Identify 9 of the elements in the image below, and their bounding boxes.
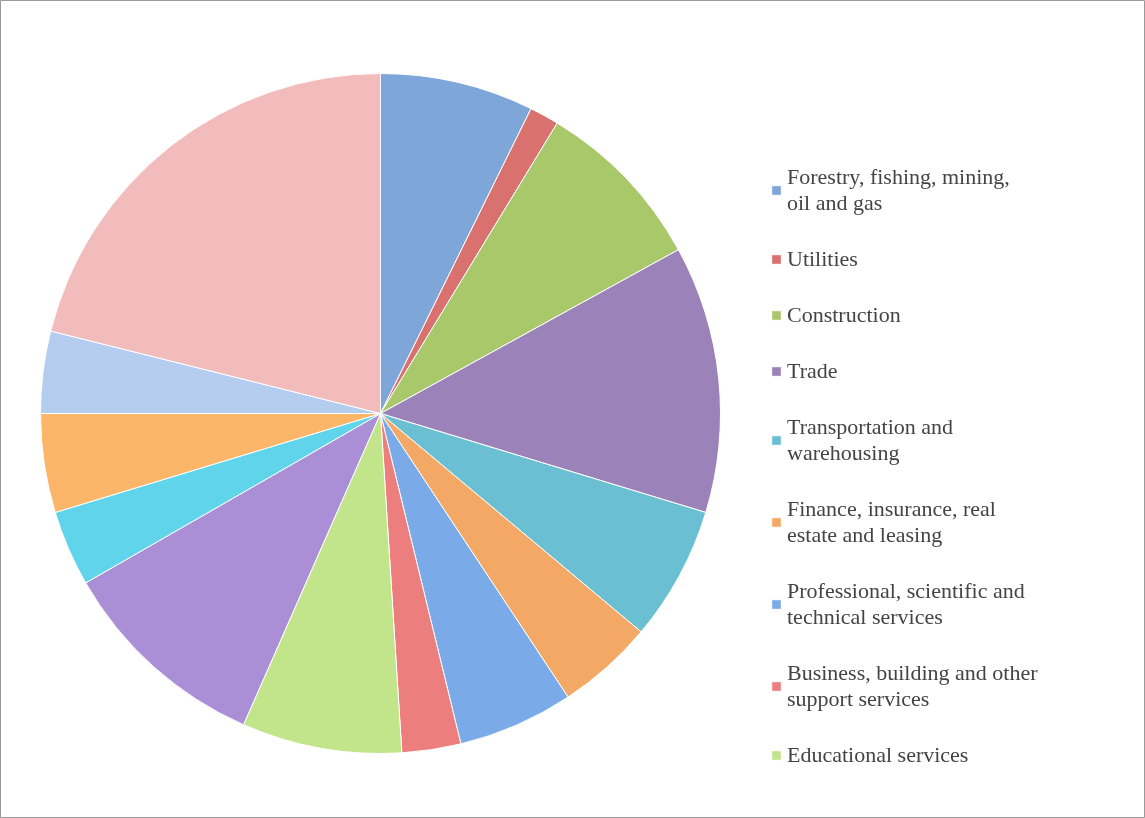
legend-label: Forestry, fishing, mining, oil and gas: [787, 164, 1010, 216]
legend-label: Transportation and warehousing: [787, 414, 954, 466]
legend-label: Educational services: [787, 742, 969, 768]
legend-label: Professional, scientific and technical services: [787, 578, 1025, 630]
legend-label: Utilities: [787, 246, 858, 272]
legend-label: Construction: [787, 302, 901, 328]
legend-label: Finance, insurance, real estate and leasing: [787, 496, 996, 548]
legend-label: Trade: [787, 358, 838, 384]
legend-label: Business, building and other support services: [787, 660, 1038, 712]
